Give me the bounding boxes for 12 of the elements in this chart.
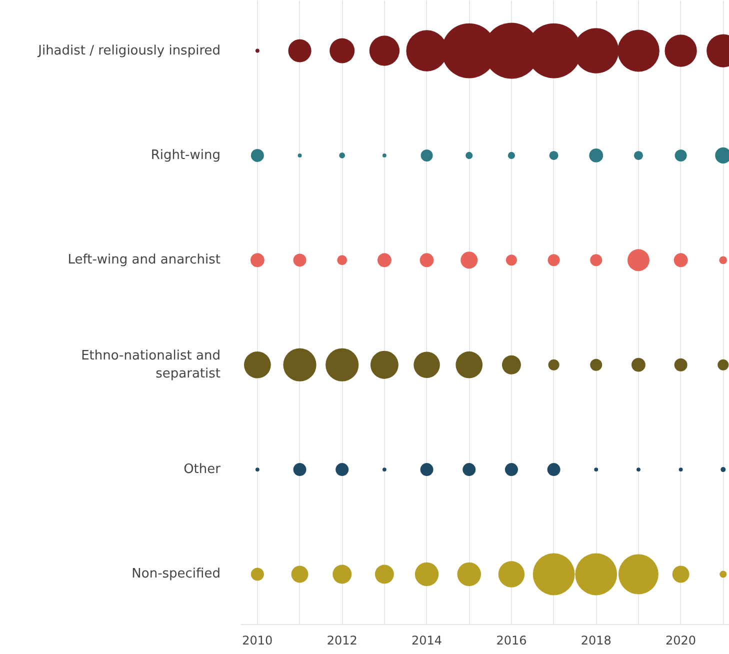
x-tick-label: 2018	[580, 634, 612, 648]
y-tick-label: Right-wing	[150, 148, 221, 163]
x-tick-label: 2020	[666, 634, 696, 648]
y-tick-label: Non-specified	[132, 566, 221, 582]
x-tick-label: 2012	[326, 634, 358, 648]
x-tick-label: 2014	[412, 634, 442, 648]
x-tick-label: 2016	[496, 634, 527, 648]
x-tick-label: 2010	[242, 634, 273, 648]
y-tick-label: Left-wing and anarchist	[68, 252, 221, 268]
y-tick-label: Ethno-nationalist and separatist	[81, 348, 221, 382]
y-tick-label: Other	[184, 462, 222, 478]
y-tick-label: Jihadist / religiously inspired	[37, 43, 220, 58]
